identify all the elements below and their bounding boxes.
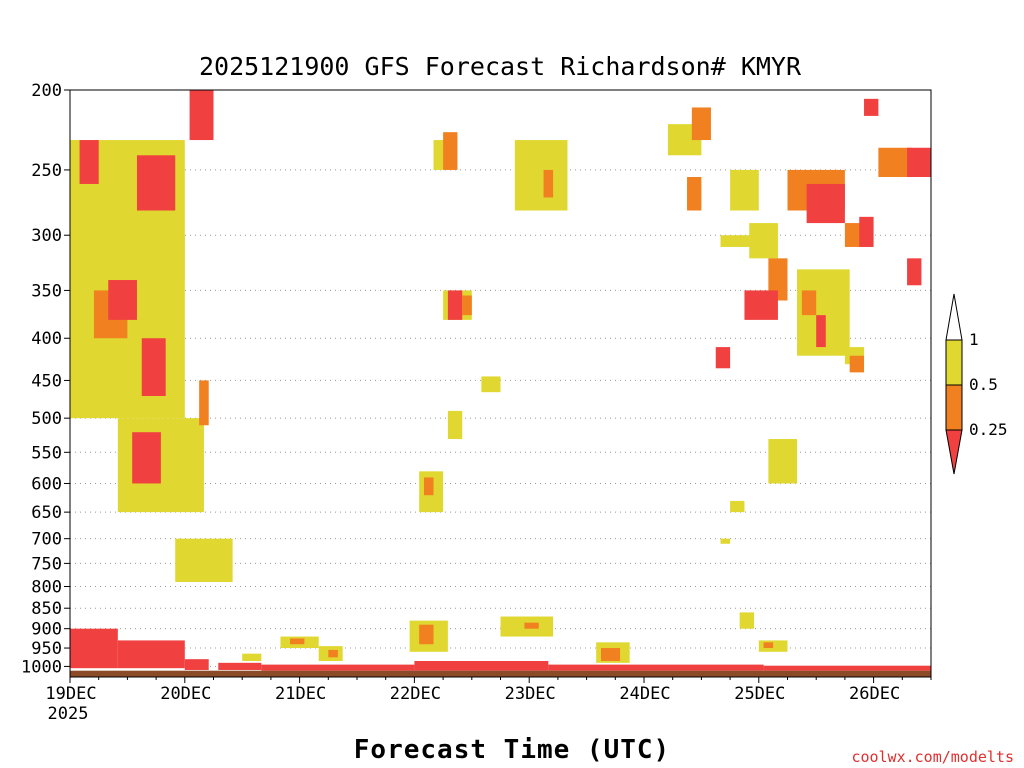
ground-layer bbox=[70, 670, 931, 677]
ri-cell-low bbox=[70, 628, 118, 669]
x-tick-label: 19DEC bbox=[45, 684, 96, 704]
ri-cell-high bbox=[739, 612, 755, 629]
y-tick-label: 550 bbox=[31, 443, 62, 463]
ri-cell-low bbox=[108, 280, 137, 320]
y-tick-label: 600 bbox=[31, 474, 62, 494]
ri-cell-high bbox=[175, 538, 233, 582]
ri-cell-high bbox=[768, 439, 798, 484]
ri-cell-low bbox=[79, 140, 99, 184]
ri-cell-high bbox=[514, 140, 568, 211]
ri-cell-low bbox=[548, 664, 764, 671]
y-tick-label: 450 bbox=[31, 371, 62, 391]
y-tick-label: 350 bbox=[31, 281, 62, 301]
y-tick-label: 650 bbox=[31, 503, 62, 523]
credit-link[interactable]: coolwx.com/modelts bbox=[851, 748, 1014, 766]
ri-cell-mid bbox=[543, 169, 554, 198]
ri-cell-low bbox=[859, 216, 874, 247]
x-tick-label: 26DEC bbox=[849, 684, 900, 704]
ri-cell-mid bbox=[423, 477, 434, 496]
ri-cell-mid bbox=[691, 107, 711, 141]
ri-cell-high bbox=[730, 169, 759, 211]
y-tick-label: 1000 bbox=[21, 657, 62, 677]
legend-lower-arrow bbox=[945, 429, 963, 475]
plot-area bbox=[69, 89, 932, 678]
y-tick-label: 850 bbox=[31, 599, 62, 619]
y-tick-label: 950 bbox=[31, 639, 62, 659]
legend-label-0-25: 0.25 bbox=[969, 420, 1008, 439]
y-axis: 200 250 300 350 400 450 500 550 600 650 700 750 8008… bbox=[21, 81, 70, 677]
ri-cell-mid bbox=[419, 624, 434, 645]
ri-cell-low bbox=[218, 662, 262, 670]
legend-bin-mid bbox=[945, 384, 963, 431]
ri-cell-low bbox=[189, 90, 214, 141]
ri-cell-mid bbox=[849, 355, 865, 373]
x-tick-label: 21DEC bbox=[275, 684, 326, 704]
x-tick-label: 24DEC bbox=[619, 684, 670, 704]
ri-cell-mid bbox=[524, 622, 539, 629]
ri-cell-low bbox=[136, 155, 176, 211]
ri-cell-low bbox=[806, 183, 845, 224]
ri-cell-high bbox=[242, 653, 262, 662]
x-tick-label: 22DEC bbox=[390, 684, 441, 704]
ri-cell-low bbox=[117, 640, 185, 669]
ri-cell-mid bbox=[600, 648, 621, 662]
y-tick-label: 900 bbox=[31, 620, 62, 640]
ri-cell-low bbox=[744, 290, 778, 320]
ri-cell-mid bbox=[328, 649, 338, 658]
ri-cell-mid bbox=[801, 290, 817, 316]
x-tick-label: 20DEC bbox=[160, 684, 211, 704]
x-axis-title: Forecast Time (UTC) bbox=[354, 735, 670, 765]
legend-label-1: 1 bbox=[969, 330, 979, 349]
y-tick-label: 400 bbox=[31, 329, 62, 349]
chart-title: 2025121900 GFS Forecast Richardson# KMYR bbox=[199, 52, 802, 81]
ri-cell-mid bbox=[687, 177, 702, 211]
y-tick-label: 250 bbox=[31, 161, 62, 181]
ri-cell-high bbox=[170, 235, 185, 281]
ri-cell-low bbox=[414, 661, 549, 671]
ri-cell-high bbox=[447, 410, 463, 440]
colorbar-legend: 1 0.5 0.25 bbox=[945, 293, 1008, 475]
ri-cell-low bbox=[261, 664, 415, 671]
x-tick-sublabel: 2025 bbox=[48, 704, 89, 724]
legend-label-0-5: 0.5 bbox=[969, 375, 998, 394]
ri-cell-low bbox=[864, 98, 879, 116]
y-tick-label: 700 bbox=[31, 530, 62, 550]
y-tick-label: 300 bbox=[31, 226, 62, 246]
legend-upper-arrow bbox=[945, 293, 963, 341]
ri-cell-high bbox=[481, 376, 501, 393]
ri-cell-low bbox=[141, 338, 166, 397]
ground-fill bbox=[70, 670, 931, 677]
ri-cell-high bbox=[758, 640, 788, 652]
ri-cell-mid bbox=[443, 132, 458, 170]
ri-cell-low bbox=[715, 347, 731, 369]
x-tick-label: 25DEC bbox=[734, 684, 785, 704]
y-tick-label: 800 bbox=[31, 577, 62, 597]
ri-cell-low bbox=[816, 315, 826, 348]
ri-cell-low bbox=[447, 290, 463, 320]
legend-bin-high bbox=[945, 339, 963, 386]
ri-cell-high bbox=[720, 235, 759, 247]
y-tick-label: 750 bbox=[31, 554, 62, 574]
ri-cell-high bbox=[720, 538, 731, 544]
ri-cell-mid bbox=[462, 295, 472, 316]
ri-cell-low bbox=[184, 659, 209, 670]
ri-cell-low bbox=[763, 665, 931, 671]
ri-cell-mid bbox=[878, 147, 912, 178]
x-tick-label: 23DEC bbox=[505, 684, 556, 704]
ri-cell-mid bbox=[768, 258, 788, 301]
y-tick-label: 500 bbox=[31, 409, 62, 429]
y-tick-label: 200 bbox=[31, 81, 62, 101]
ri-cell-mid bbox=[199, 380, 209, 426]
richardson-cells bbox=[70, 90, 931, 671]
ri-cell-low bbox=[907, 147, 931, 178]
ri-cell-low bbox=[132, 432, 161, 484]
ri-cell-high bbox=[730, 500, 745, 513]
ri-cell-low bbox=[907, 258, 922, 286]
ri-cell-mid bbox=[290, 638, 305, 645]
ri-cell-mid bbox=[763, 642, 774, 649]
